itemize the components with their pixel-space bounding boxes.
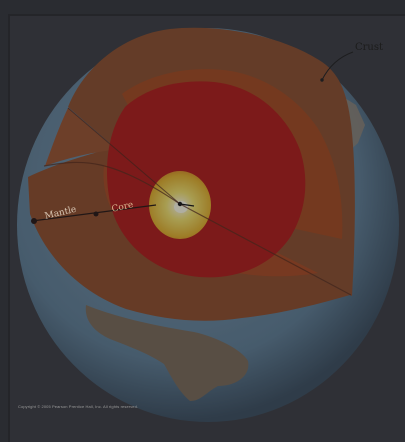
cut-boundary-line xyxy=(43,161,352,296)
center-pointer xyxy=(179,203,195,207)
outer-core xyxy=(106,81,306,278)
crust-pointer xyxy=(320,78,324,82)
cut-boundary-line-upper xyxy=(67,107,181,205)
land-mass-south-america xyxy=(85,305,249,401)
mantle-pointer xyxy=(31,218,37,224)
copyright-text: Copyright © 2005 Pearson Prentice Hall, … xyxy=(18,404,139,409)
crust-label: Crust xyxy=(355,42,384,53)
crust-leader-line xyxy=(321,51,354,81)
left-cut-wedge xyxy=(45,108,180,204)
core-pointer xyxy=(93,211,99,217)
center-dot xyxy=(177,201,183,207)
earth-center xyxy=(174,201,188,213)
